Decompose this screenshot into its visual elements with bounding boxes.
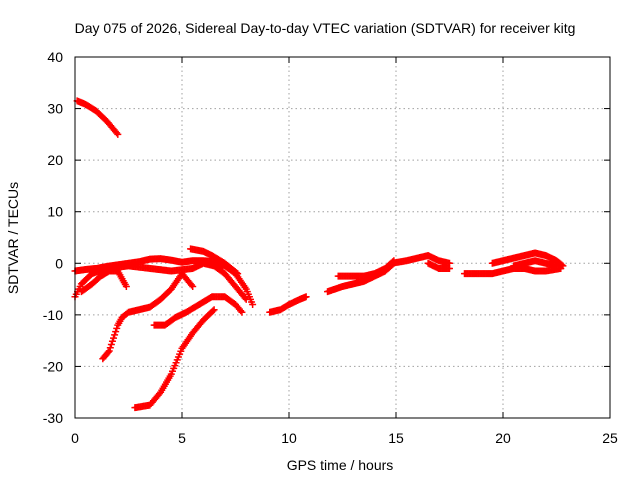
data-point (302, 293, 310, 301)
data-point (107, 341, 115, 349)
y-tick-label: -10 (43, 307, 63, 323)
y-tick-labels: -30 -20 -10 0 10 20 30 40 (43, 49, 63, 426)
y-tick-label: 10 (47, 204, 63, 220)
y-tick-label: 40 (47, 49, 63, 65)
series-arc-9 (266, 293, 310, 316)
series-arc-8 (187, 245, 242, 278)
data-point (559, 262, 567, 270)
data-point (237, 307, 245, 315)
y-tick-label: 30 (47, 101, 63, 117)
data-point (114, 130, 122, 138)
series-arc-1 (73, 97, 122, 138)
data-point (209, 307, 217, 315)
plot-frame (74, 56, 611, 419)
x-tick-label: 15 (388, 430, 404, 446)
data-point (122, 282, 130, 290)
series-arc-4 (77, 267, 130, 296)
data-point (558, 261, 566, 269)
series-arc-15 (488, 249, 567, 270)
x-tick-label: 10 (281, 430, 297, 446)
data-point (108, 337, 116, 345)
data-point (446, 264, 453, 272)
axis-ticks (74, 56, 611, 419)
data-point (111, 331, 119, 339)
data-point (238, 308, 246, 316)
series-arc-11 (334, 257, 398, 280)
data-point (105, 347, 113, 355)
series-arc-5 (99, 270, 197, 363)
series-arc-3 (71, 259, 250, 303)
series-arc-13 (424, 259, 453, 272)
x-tick-label: 5 (178, 430, 186, 446)
data-point (104, 348, 112, 356)
x-tick-label: 25 (602, 430, 618, 446)
data-point (232, 269, 240, 277)
y-tick-label: 0 (55, 255, 63, 271)
y-tick-label: -20 (43, 358, 63, 374)
data-point (553, 262, 560, 270)
chart-title: Day 075 of 2026, Sidereal Day-to-day VTE… (75, 20, 576, 36)
data-point (188, 281, 196, 289)
data-point (241, 294, 249, 302)
y-tick-label: -30 (43, 410, 63, 426)
grid (75, 57, 610, 418)
series-arc-16 (510, 257, 560, 270)
data-point (210, 306, 218, 314)
data-point (113, 129, 121, 137)
data-point (113, 324, 121, 332)
series-arc-7 (150, 293, 246, 329)
data-point (249, 301, 257, 309)
data-point (106, 344, 114, 352)
data-point (242, 295, 250, 303)
x-axis-label: GPS time / hours (287, 457, 394, 473)
y-axis-label: SDTVAR / TECUs (5, 182, 21, 294)
series-arc-14 (460, 264, 565, 278)
data-marks (71, 97, 567, 412)
data-point (110, 334, 118, 342)
y-tick-label: 20 (47, 152, 63, 168)
x-tick-label: 0 (71, 430, 79, 446)
x-tick-labels: 0 5 10 15 20 25 (71, 430, 618, 446)
data-point (234, 270, 242, 278)
x-tick-label: 20 (495, 430, 511, 446)
data-point (112, 328, 120, 336)
series-arc-6 (131, 306, 218, 412)
series-arc-12 (388, 252, 453, 267)
data-point (189, 282, 197, 290)
